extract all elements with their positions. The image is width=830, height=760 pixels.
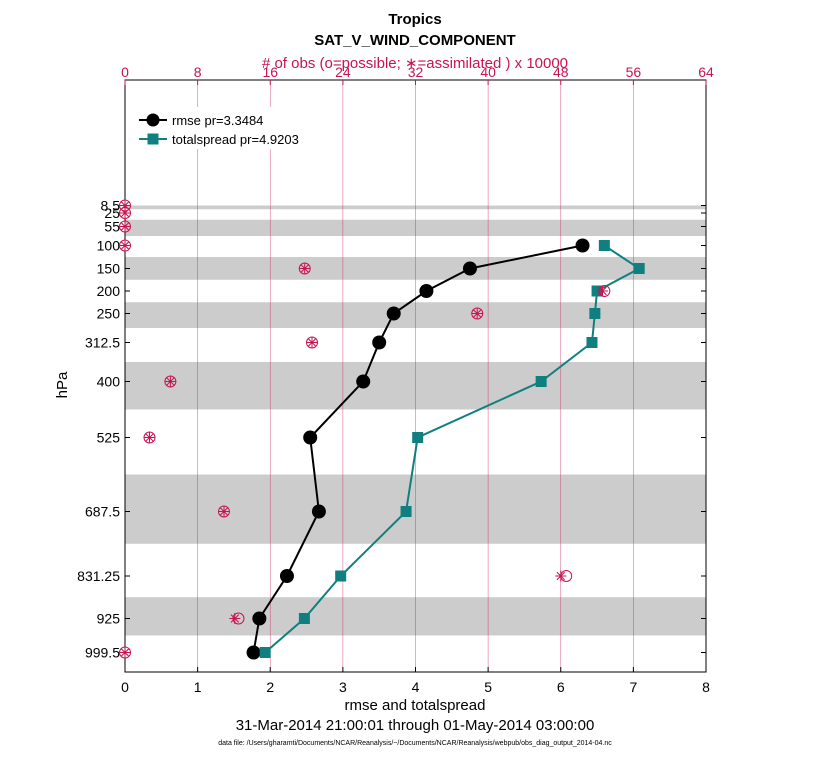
y-tick-label: 100 xyxy=(97,238,121,254)
totalspread-point xyxy=(335,570,347,582)
totalspread-point xyxy=(586,337,598,348)
legend-spread-label: totalspread pr=4.9203 xyxy=(172,132,299,147)
totalspread-point xyxy=(400,506,412,517)
totalspread-point xyxy=(298,613,310,624)
date-range: 31-Mar-2014 21:00:01 through 01-May-2014… xyxy=(236,717,595,734)
rmse-point xyxy=(311,504,326,519)
y-tick-label: 999.5 xyxy=(85,645,120,661)
data-series xyxy=(246,238,645,660)
chart-subtitle: SAT_V_WIND_COMPONENT xyxy=(314,32,515,49)
obs-assimilated-marker xyxy=(119,240,131,251)
top-tick-label: 40 xyxy=(480,64,496,80)
totalspread-point xyxy=(259,647,271,658)
top-tick-label: 48 xyxy=(553,64,569,80)
rmse-point xyxy=(372,335,387,350)
obs-assimilated-marker xyxy=(471,308,483,319)
y-tick-label: 312.5 xyxy=(85,335,120,351)
legend-rmse-marker xyxy=(146,113,160,127)
obs-assimilated-marker xyxy=(597,285,608,297)
legend-rmse-label: rmse pr=3.3484 xyxy=(172,113,263,128)
x-tick-label: 8 xyxy=(702,679,710,695)
x-tick-label: 3 xyxy=(339,679,347,695)
y-axis-label: hPa xyxy=(54,371,71,398)
top-tick-label: 8 xyxy=(194,64,202,80)
totalspread-point xyxy=(633,263,645,274)
obs-markers xyxy=(119,199,611,659)
x-tick-label: 2 xyxy=(266,679,274,695)
y-tick-label: 925 xyxy=(97,611,121,627)
y-tick-label: 831.25 xyxy=(77,568,120,584)
x-tick-label: 0 xyxy=(121,679,129,695)
x-tick-label: 1 xyxy=(194,679,202,695)
obs-assimilated-marker xyxy=(119,221,131,232)
legend-spread-marker xyxy=(147,133,159,145)
obs-assimilated-marker xyxy=(299,263,311,274)
y-tick-label: 8.5 xyxy=(101,198,121,214)
totalspread-point xyxy=(412,432,424,443)
top-axis-label: # of obs (o=possible; ∗=assimilated ) x … xyxy=(262,55,568,72)
obs-assimilated-marker xyxy=(164,376,176,387)
y-tick-label: 150 xyxy=(97,261,121,277)
rmse-point xyxy=(575,238,590,253)
footnote: data file: /Users/gharamti/Documents/NCA… xyxy=(218,740,612,747)
totalspread-point xyxy=(598,240,610,251)
x-axis-label: rmse and totalspread xyxy=(345,697,486,714)
top-tick-label: 16 xyxy=(262,64,278,80)
y-tick-label: 400 xyxy=(97,374,121,390)
y-tick-label: 25 xyxy=(104,205,120,221)
chart-title: Tropics xyxy=(388,11,441,28)
obs-assimilated-marker xyxy=(119,200,131,211)
rmse-point xyxy=(279,569,294,583)
rmse-point xyxy=(386,306,401,321)
y-tick-label: 525 xyxy=(97,430,121,446)
top-tick-label: 56 xyxy=(626,64,642,80)
totalspread-point xyxy=(535,376,547,387)
rmse-point xyxy=(462,261,477,276)
axis-ticks: 0 8 16 24 32 40 48 56 640 1 2 3 4 5 6 7 88.5255510015020… xyxy=(77,64,714,695)
legend-box xyxy=(135,107,315,149)
y-tick-label: 687.5 xyxy=(85,504,120,520)
obs-assimilated-marker xyxy=(229,613,241,624)
top-tick-label: 64 xyxy=(698,64,714,80)
obs-assimilated-marker xyxy=(218,506,230,517)
obs-assimilated-marker xyxy=(306,337,318,348)
y-tick-label: 55 xyxy=(104,219,120,235)
rmse-point xyxy=(356,374,371,389)
top-tick-label: 0 xyxy=(121,64,129,80)
x-tick-label: 6 xyxy=(557,679,565,695)
x-tick-label: 7 xyxy=(629,679,637,695)
top-tick-label: 32 xyxy=(408,64,424,80)
x-tick-label: 5 xyxy=(484,679,492,695)
y-tick-label: 200 xyxy=(97,283,121,299)
rmse-point xyxy=(419,284,434,298)
obs-assimilated-marker xyxy=(119,647,131,658)
top-tick-label: 24 xyxy=(335,64,351,80)
rmse-point xyxy=(252,611,267,626)
obs-assimilated-marker xyxy=(555,570,567,582)
x-tick-label: 4 xyxy=(412,679,420,695)
obs-assimilated-marker xyxy=(144,432,155,443)
legend: rmse pr=3.3484 totalspread pr=4.9203 xyxy=(135,107,315,149)
rmse-point xyxy=(303,430,318,445)
totalspread-point xyxy=(589,308,601,319)
y-tick-label: 250 xyxy=(97,306,121,322)
rmse-point xyxy=(246,645,261,660)
obs-assimilated-marker xyxy=(119,207,131,219)
